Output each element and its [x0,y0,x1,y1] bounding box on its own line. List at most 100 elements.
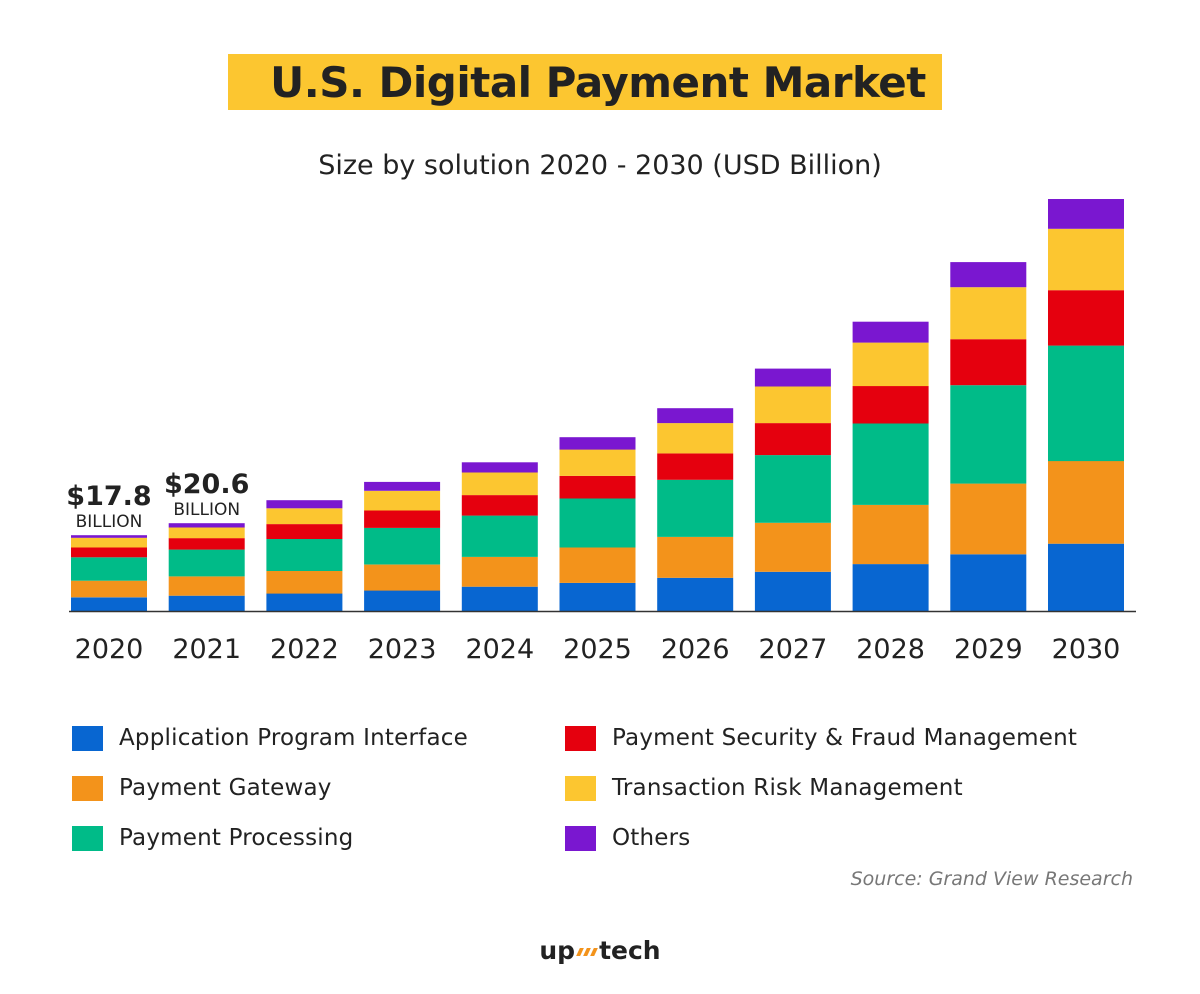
bar-segment-2030-payment-gateway [1048,461,1124,544]
bar-segment-2030-payment-security-fraud-management [1048,290,1124,346]
total-label-2020: $17.8 [66,481,151,512]
bar-segment-2025-transaction-risk-management [559,449,636,476]
bar-segment-2028-payment-processing [852,423,929,505]
bar-segment-2027-payment-gateway [754,522,831,572]
bar-segment-2027-others [754,368,831,387]
legend-swatch-security-fraud [565,725,596,751]
bar-segment-2029-application-program-interface [950,554,1027,611]
bar-segment-2023-transaction-risk-management [364,490,441,511]
bar-segment-2029-transaction-risk-management [950,287,1027,340]
x-tick-label-2020: 2020 [75,634,144,665]
x-tick-label-2027: 2027 [759,634,828,665]
logo-dash-icon [576,948,598,956]
bar-segment-2026-payment-processing [657,479,734,537]
uptech-logo: up tech [0,936,1200,965]
total-unit-2021: BILLION [173,500,240,520]
legend-item-others: Others [565,823,691,853]
bar-segment-2020-payment-gateway [71,580,147,598]
bar-segment-2024-others [461,462,538,473]
legend-item-transaction-risk: Transaction Risk Management [565,773,963,803]
bar-segment-2024-payment-processing [461,515,538,557]
legend-swatch-payment-processing [72,825,103,851]
legend-label-payment-processing: Payment Processing [119,825,354,851]
bar-segment-2028-payment-gateway [852,504,929,565]
bar-segment-2023-payment-gateway [364,564,441,591]
total-unit-2020: BILLION [76,512,143,532]
legend-item-api: Application Program Interface [72,723,468,753]
bar-segment-2022-payment-gateway [266,571,343,594]
legend-label-security-fraud: Payment Security & Fraud Management [612,725,1078,751]
bar-segment-2024-payment-gateway [461,556,538,587]
bar-segment-2028-payment-security-fraud-management [852,386,929,424]
legend-label-transaction-risk: Transaction Risk Management [612,775,963,801]
bar-segment-2021-payment-processing [168,549,245,577]
bar-segment-2020-others [71,535,147,538]
bar-segment-2028-transaction-risk-management [852,342,929,387]
total-label-2021: $20.6 [164,469,249,500]
bar-segment-2020-application-program-interface [71,597,147,611]
bar-segment-2026-payment-gateway [657,536,734,578]
source-note: Source: Grand View Research [850,868,1133,890]
bar-segment-2021-payment-security-fraud-management [168,538,245,550]
bar-segment-2021-application-program-interface [168,595,245,611]
legend-swatch-payment-gateway [72,775,103,801]
logo-text-left: up [539,936,576,965]
bar-segment-2029-payment-processing [950,385,1027,484]
bar-segment-2027-payment-security-fraud-management [754,423,831,456]
bar-segment-2022-transaction-risk-management [266,508,343,525]
bar-segment-2027-application-program-interface [754,571,831,611]
bar-segment-2022-application-program-interface [266,593,343,611]
legend-label-others: Others [612,825,691,851]
bar-segment-2026-application-program-interface [657,577,734,611]
legend-swatch-others [565,825,596,851]
bar-segment-2023-others [364,481,441,491]
bar-segment-2028-application-program-interface [852,564,929,611]
bar-segment-2029-payment-gateway [950,483,1027,555]
bar-segment-2023-payment-security-fraud-management [364,510,441,528]
legend-swatch-transaction-risk [565,775,596,801]
bar-segment-2023-payment-processing [364,527,441,565]
title-highlight [228,54,942,110]
x-tick-label-2030: 2030 [1052,634,1121,665]
bar-segment-2027-transaction-risk-management [754,386,831,424]
bar-segment-2025-payment-security-fraud-management [559,475,636,499]
x-tick-label-2023: 2023 [368,634,437,665]
legend-item-payment-processing: Payment Processing [72,823,353,853]
legend-swatch-api [72,725,103,751]
bar-segment-2020-payment-processing [71,557,147,581]
x-tick-label-2022: 2022 [270,634,339,665]
logo-text-right: tech [599,936,661,965]
bar-segment-2021-payment-gateway [168,576,245,596]
x-tick-label-2021: 2021 [172,634,241,665]
chart-title: U.S. Digital Payment Market [270,58,926,107]
bar-segment-2030-transaction-risk-management [1048,228,1124,291]
bar-segment-2020-transaction-risk-management [71,537,147,548]
bar-segment-2021-transaction-risk-management [168,527,245,539]
bar-segment-2022-others [266,500,343,509]
bar-segment-2025-others [559,437,636,450]
bar-segment-2025-payment-gateway [559,547,636,583]
bar-segment-2021-others [168,523,245,528]
bar-segment-2024-application-program-interface [461,586,538,611]
legend-item-security-fraud: Payment Security & Fraud Management [565,723,1077,753]
bar-segment-2026-transaction-risk-management [657,423,734,454]
bar-segment-2022-payment-security-fraud-management [266,524,343,539]
x-tick-label-2028: 2028 [856,634,925,665]
x-tick-label-2026: 2026 [661,634,730,665]
bar-segment-2026-payment-security-fraud-management [657,453,734,480]
bar-segment-2027-payment-processing [754,455,831,523]
x-tick-label-2024: 2024 [465,634,534,665]
legend-label-api: Application Program Interface [119,725,468,751]
bar-segment-2028-others [852,321,929,343]
bar-segment-2022-payment-processing [266,539,343,571]
legend-label-payment-gateway: Payment Gateway [119,775,332,801]
bar-segment-2030-application-program-interface [1048,543,1124,611]
bar-segment-2026-others [657,408,734,424]
x-tick-label-2025: 2025 [563,634,632,665]
chart-subtitle: Size by solution 2020 - 2030 (USD Billio… [318,150,882,181]
bar-segment-2024-payment-security-fraud-management [461,495,538,516]
bar-segment-2030-payment-processing [1048,345,1124,462]
legend-item-payment-gateway: Payment Gateway [72,773,332,803]
bar-segment-2023-application-program-interface [364,590,441,611]
bar-segment-2029-payment-security-fraud-management [950,339,1027,386]
